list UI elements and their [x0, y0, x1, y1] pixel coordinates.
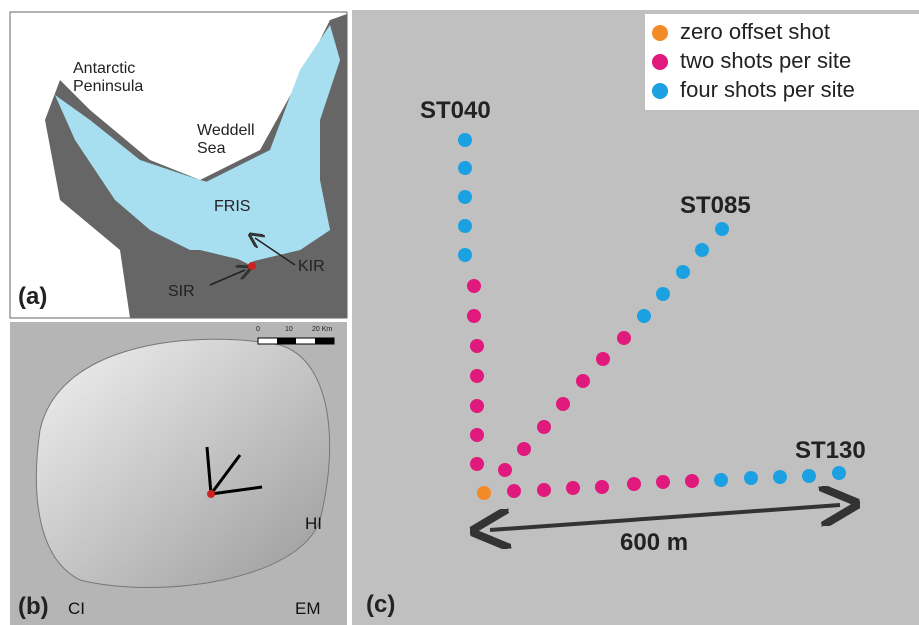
shot-point: [470, 369, 484, 383]
site-label: ST040: [420, 98, 491, 124]
shot-point: [832, 466, 846, 480]
shot-point: [685, 474, 699, 488]
shot-point: [477, 486, 491, 500]
panel-label: (b): [18, 594, 49, 620]
legend-label: zero offset shot: [680, 20, 830, 44]
shot-point: [652, 54, 668, 70]
shot-point: [676, 265, 690, 279]
page: Antarctic Peninsula Weddell Sea FRIS KIR…: [0, 0, 919, 625]
place-label: SIR: [168, 283, 195, 301]
shot-point: [537, 420, 551, 434]
legend-label: two shots per site: [680, 49, 851, 73]
place-label: Weddell Sea: [197, 122, 257, 157]
shot-point: [695, 243, 709, 257]
shot-point: [556, 397, 570, 411]
site-dot: [248, 262, 256, 270]
shot-point: [714, 473, 728, 487]
shot-point: [715, 222, 729, 236]
scale-label: 10: [285, 326, 293, 334]
scale-bar: [315, 338, 334, 344]
ice-rise: [36, 339, 329, 587]
panel-label: (a): [18, 284, 47, 310]
place-label: Antarctic Peninsula: [73, 60, 173, 95]
shot-point: [458, 133, 472, 147]
place-label: EM: [295, 600, 321, 619]
shot-point: [617, 331, 631, 345]
shot-point: [566, 481, 580, 495]
shot-point: [773, 470, 787, 484]
shot-point: [576, 374, 590, 388]
shot-point: [507, 484, 521, 498]
shot-point: [656, 287, 670, 301]
scale-label: 0: [256, 326, 260, 334]
site-dot: [207, 490, 215, 498]
shot-point: [498, 463, 512, 477]
place-label: CI: [68, 600, 85, 619]
shot-point: [537, 483, 551, 497]
site-label: ST085: [680, 193, 751, 219]
shot-point: [458, 248, 472, 262]
shot-point: [596, 352, 610, 366]
shot-point: [470, 399, 484, 413]
shot-point: [470, 339, 484, 353]
shot-point: [470, 428, 484, 442]
scale-bar: [277, 338, 296, 344]
shot-point: [470, 457, 484, 471]
site-label: ST130: [795, 438, 866, 464]
place-label: KIR: [298, 258, 325, 276]
distance-label: 600 m: [620, 530, 688, 556]
shot-point: [458, 219, 472, 233]
shot-point: [458, 161, 472, 175]
panel-label: (c): [366, 592, 395, 618]
shot-point: [744, 471, 758, 485]
shot-point: [652, 25, 668, 41]
scale-label: 20 Km: [312, 326, 332, 334]
place-label: FRIS: [214, 198, 250, 216]
place-label: HI: [305, 515, 322, 534]
shot-point: [517, 442, 531, 456]
shot-point: [595, 480, 609, 494]
shot-point: [458, 190, 472, 204]
shot-point: [627, 477, 641, 491]
legend-label: four shots per site: [680, 78, 855, 102]
shot-point: [467, 309, 481, 323]
shot-point: [652, 83, 668, 99]
shot-point: [637, 309, 651, 323]
shot-point: [656, 475, 670, 489]
shot-point: [802, 469, 816, 483]
shot-point: [467, 279, 481, 293]
